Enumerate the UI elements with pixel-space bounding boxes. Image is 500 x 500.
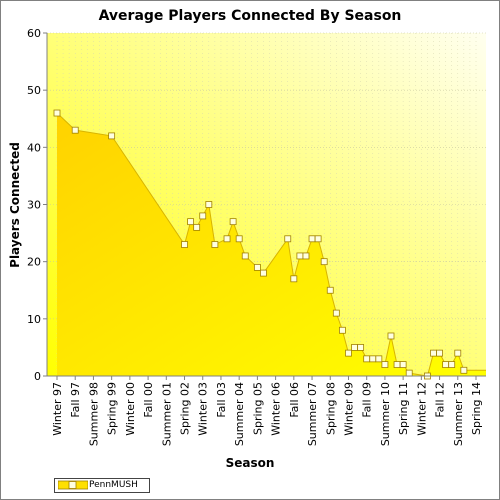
data-point <box>387 332 395 340</box>
data-point <box>241 252 249 260</box>
data-point <box>405 369 413 377</box>
data-point <box>345 349 352 357</box>
data-point <box>260 269 267 277</box>
data-point <box>314 235 322 243</box>
x-tick-label: Fall 97 <box>69 382 82 418</box>
y-tick-label: 60 <box>27 27 41 40</box>
data-point <box>326 286 334 294</box>
data-point <box>381 361 389 368</box>
data-point <box>442 361 450 368</box>
x-tick-label: Summer 04 <box>233 382 246 446</box>
y-tick-label: 30 <box>27 199 41 212</box>
x-tick-label: Winter 03 <box>197 382 210 436</box>
x-tick-label: Spring 14 <box>470 382 483 435</box>
x-tick-label: Summer 98 <box>87 382 100 446</box>
data-point <box>108 132 116 140</box>
data-point <box>187 218 194 226</box>
data-point <box>363 355 371 363</box>
data-point <box>448 361 456 368</box>
data-point <box>211 241 219 248</box>
x-tick-label: Spring 99 <box>106 382 119 435</box>
y-tick-label: 20 <box>27 256 41 269</box>
legend-label: PennMUSH <box>89 480 138 490</box>
data-point <box>302 252 310 260</box>
data-point <box>193 223 201 231</box>
x-tick-label: Summer 01 <box>160 382 173 446</box>
chart-title: Average Players Connected By Season <box>98 8 402 24</box>
x-tick-label: Summer 13 <box>452 382 465 446</box>
x-tick-label: Spring 05 <box>251 382 264 435</box>
data-point <box>369 355 377 363</box>
data-point <box>71 126 79 134</box>
x-tick-label: Fall 06 <box>288 382 301 418</box>
y-tick-label: 40 <box>27 141 41 154</box>
x-tick-label: Summer 10 <box>379 382 392 446</box>
x-tick-label: Summer 07 <box>306 382 319 446</box>
data-point <box>399 361 407 368</box>
data-point <box>308 235 316 243</box>
data-point <box>436 349 443 357</box>
data-point <box>205 201 213 208</box>
axes: 0 10 20 30 40 50 60 Winter 97 Fall 97 Summer 98 Sp… <box>27 27 486 446</box>
data-point <box>290 275 298 283</box>
x-tick-label: Fall 03 <box>215 382 228 418</box>
data-point <box>460 366 468 374</box>
x-axis-label: Season <box>225 456 275 470</box>
x-tick-label: Winter 97 <box>51 382 64 436</box>
data-point <box>223 235 231 243</box>
x-tick-label: Spring 11 <box>397 382 410 435</box>
series-area <box>57 113 486 376</box>
x-tick-label: Winter 00 <box>124 382 137 436</box>
data-point <box>181 241 188 248</box>
data-point <box>375 355 383 363</box>
data-point <box>357 344 365 351</box>
x-tick-label: Fall 00 <box>142 382 155 418</box>
data-point <box>284 235 292 243</box>
x-tick-label: Spring 08 <box>324 382 337 435</box>
legend-swatch <box>58 480 88 490</box>
data-point <box>53 109 61 117</box>
data-point <box>393 361 401 368</box>
x-tick-label: Spring 02 <box>179 382 192 435</box>
data-point <box>430 349 437 357</box>
x-tick-label: Fall 12 <box>434 382 447 418</box>
x-tick-label: Winter 12 <box>415 382 428 436</box>
data-point <box>199 212 207 220</box>
data-point <box>454 349 462 357</box>
y-tick-label: 0 <box>34 370 41 383</box>
legend: PennMUSH <box>54 478 150 493</box>
y-tick-label: 50 <box>27 84 41 97</box>
data-point <box>339 326 346 334</box>
data-point <box>296 252 304 260</box>
data-point <box>235 235 243 243</box>
x-tick-label: Winter 09 <box>342 382 355 436</box>
data-point <box>332 309 340 317</box>
x-tick-label: Winter 06 <box>270 382 283 436</box>
x-tick-label: Fall 09 <box>361 382 374 418</box>
y-tick-label: 10 <box>27 313 41 326</box>
data-point <box>320 258 328 266</box>
data-point <box>229 218 237 226</box>
data-point <box>351 344 358 351</box>
data-point <box>253 263 261 271</box>
